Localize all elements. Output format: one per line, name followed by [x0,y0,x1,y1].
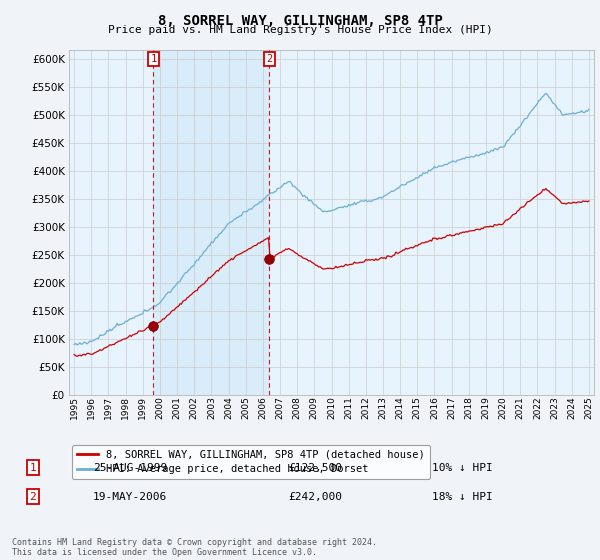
Text: 1: 1 [29,463,37,473]
Text: 25-AUG-1999: 25-AUG-1999 [93,463,167,473]
Text: 19-MAY-2006: 19-MAY-2006 [93,492,167,502]
Bar [154,50,269,395]
Text: Price paid vs. HM Land Registry's House Price Index (HPI): Price paid vs. HM Land Registry's House … [107,25,493,35]
Text: 1: 1 [151,54,157,64]
Text: Contains HM Land Registry data © Crown copyright and database right 2024.
This d: Contains HM Land Registry data © Crown c… [12,538,377,557]
Legend: 8, SORREL WAY, GILLINGHAM, SP8 4TP (detached house), HPI: Average price, detache: 8, SORREL WAY, GILLINGHAM, SP8 4TP (deta… [71,445,430,479]
Text: 2: 2 [266,54,272,64]
Text: 18% ↓ HPI: 18% ↓ HPI [432,492,493,502]
Text: 10% ↓ HPI: 10% ↓ HPI [432,463,493,473]
Text: £122,500: £122,500 [288,463,342,473]
Text: 2: 2 [29,492,37,502]
Text: £242,000: £242,000 [288,492,342,502]
Text: 8, SORREL WAY, GILLINGHAM, SP8 4TP: 8, SORREL WAY, GILLINGHAM, SP8 4TP [158,14,442,28]
